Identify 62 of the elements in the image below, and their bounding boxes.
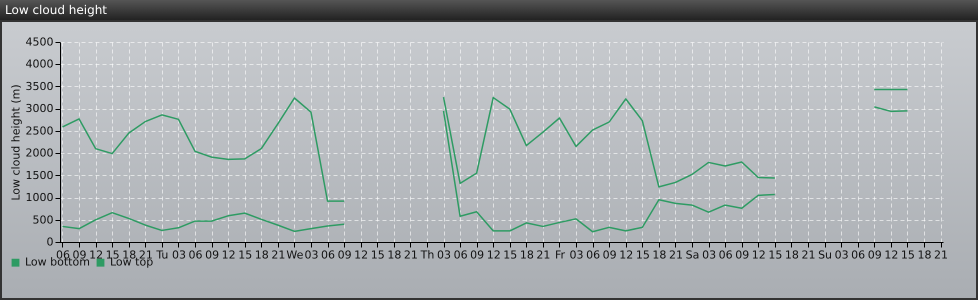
y-tick-label: 4500: [26, 36, 54, 48]
x-tick-label: 09: [205, 248, 220, 262]
x-tick-label: Su: [818, 248, 832, 262]
x-tick-label: 03: [834, 248, 849, 262]
x-tick-label: 06: [321, 248, 336, 262]
y-tick-label: 2500: [26, 124, 54, 138]
x-tick-label: 18: [387, 248, 402, 262]
y-tick-label: 1000: [26, 191, 54, 204]
x-tick-label: Sa: [686, 248, 700, 262]
x-tick-label: 06: [718, 248, 733, 262]
x-tick-label: 12: [222, 248, 236, 262]
y-tick-label: 2000: [26, 146, 54, 160]
x-tick-label: 09: [868, 248, 882, 262]
chart-title: Low cloud height: [0, 0, 978, 20]
y-tick-label: 3000: [26, 102, 54, 116]
x-tick-label: 18: [784, 248, 799, 262]
x-tick-label: 03: [570, 248, 584, 262]
x-tick-label: 18: [652, 248, 666, 262]
x-tick-label: 21: [801, 248, 816, 262]
y-tick-label: 1500: [26, 168, 54, 182]
x-tick-label: 15: [768, 248, 782, 262]
y-axis-title: Low cloud height (m): [10, 84, 23, 201]
x-tick-label: 03: [172, 248, 186, 262]
x-tick-label: 12: [884, 248, 898, 262]
x-tick-label: 15: [900, 248, 915, 262]
y-tick-label: 500: [32, 213, 54, 226]
legend-label: Low bottom: [25, 256, 90, 269]
y-tick-label: 4000: [26, 58, 54, 71]
x-tick-label: 21: [271, 248, 286, 262]
x-tick-label: 12: [89, 248, 104, 262]
x-tick-label: 21: [404, 248, 418, 262]
x-tick-label: We: [286, 248, 304, 262]
x-tick-label: 15: [238, 248, 252, 262]
x-tick-label: 09: [470, 248, 484, 262]
x-tick-label: 18: [520, 248, 534, 262]
x-tick-label: 21: [934, 248, 948, 262]
x-tick-label: 06: [586, 248, 600, 262]
x-tick-label: 06: [851, 248, 866, 262]
x-tick-label: 03: [437, 248, 452, 262]
x-tick-label: 12: [354, 248, 368, 262]
x-tick-label: 09: [338, 248, 352, 262]
x-tick-label: 12: [619, 248, 634, 262]
x-tick-label: 12: [486, 248, 501, 262]
y-tick-label: 0: [46, 236, 54, 248]
x-tick-label: 12: [752, 248, 766, 262]
x-tick-label: 06: [454, 248, 468, 262]
y-tick-label: 3500: [26, 80, 54, 93]
x-tick-label: 15: [370, 248, 385, 262]
x-tick-label: 15: [636, 248, 650, 262]
x-tick-label: 03: [304, 248, 318, 262]
x-tick-label: Fr: [554, 248, 566, 262]
x-tick-label: 21: [668, 248, 683, 262]
x-tick-label: Tu: [155, 248, 168, 262]
x-tick-label: 06: [188, 248, 203, 262]
x-tick-label: 09: [735, 248, 750, 262]
x-tick-label: 15: [503, 248, 518, 262]
x-tick-label: 18: [254, 248, 269, 262]
x-tick-label: 18: [917, 248, 932, 262]
x-tick-label: 09: [602, 248, 617, 262]
x-tick-label: 03: [702, 248, 716, 262]
x-tick-label: 21: [536, 248, 550, 262]
x-tick-label: Th: [420, 248, 434, 262]
